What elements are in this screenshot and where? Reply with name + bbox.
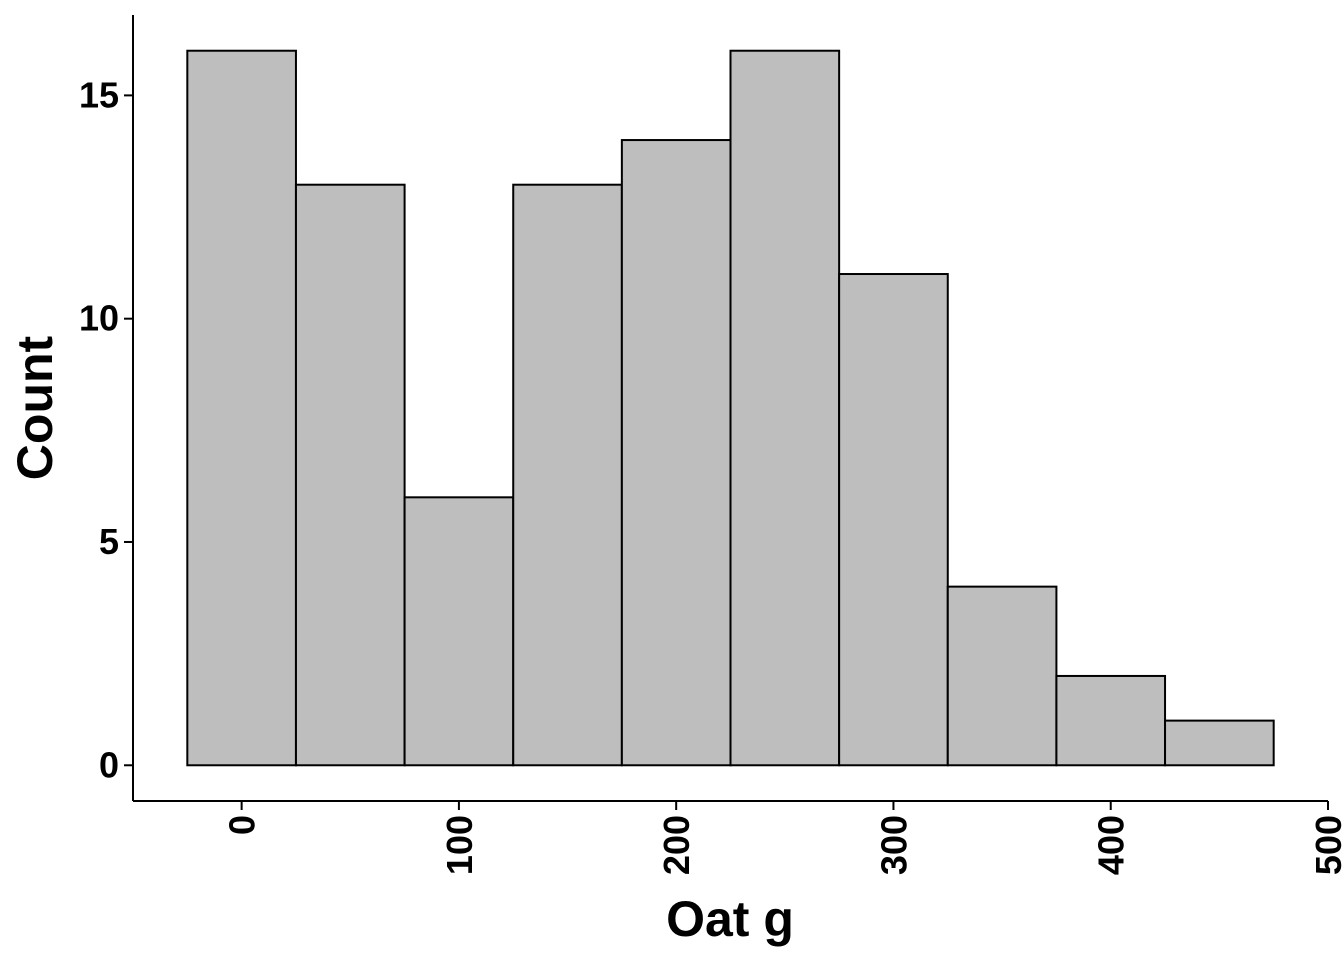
y-tick-label: 5	[99, 521, 119, 562]
x-tick-label: 400	[1091, 815, 1132, 875]
x-tick-label: 200	[656, 815, 697, 875]
y-tick-label: 15	[79, 74, 119, 115]
histogram-bar-1	[186, 49, 297, 767]
histogram-bar-6	[729, 49, 841, 767]
histogram-bar-5	[620, 139, 732, 767]
histogram-bar-7	[838, 273, 949, 767]
histogram-bar-4	[512, 183, 623, 767]
y-tick-label: 10	[79, 298, 119, 339]
axes: 0 5 10 15 0 100 200 300 400 500	[79, 15, 1344, 875]
histogram-bar-10	[1164, 719, 1275, 767]
y-axis-title: Count	[7, 335, 63, 480]
histogram-bars	[186, 49, 1275, 767]
x-ticks: 0 100 200 300 400 500	[222, 801, 1344, 875]
x-tick-label: 0	[222, 815, 263, 835]
histogram-bar-2	[294, 183, 406, 767]
x-tick-label: 300	[873, 815, 914, 875]
x-tick-label: 500	[1308, 815, 1344, 875]
histogram-bar-8	[946, 585, 1058, 767]
histogram-bar-3	[403, 496, 515, 767]
y-ticks: 0 5 10 15	[79, 74, 133, 785]
histogram-bar-9	[1055, 674, 1167, 767]
x-axis-title: Oat g	[666, 891, 794, 947]
x-tick-label: 100	[439, 815, 480, 875]
y-tick-label: 0	[99, 744, 119, 785]
